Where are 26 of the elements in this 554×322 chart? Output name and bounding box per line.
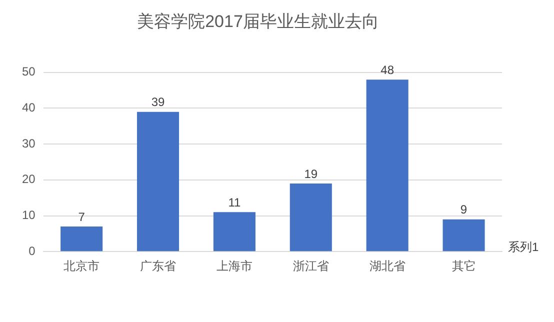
x-tick-label: 上海市 [216, 259, 252, 274]
data-label: 19 [304, 166, 318, 181]
x-tick-label: 其它 [452, 259, 476, 274]
x-tick-label: 北京市 [64, 259, 100, 274]
y-tick-label: 10 [22, 208, 36, 222]
data-label: 7 [78, 210, 86, 224]
chart-title: 美容学院2017届毕业生就业去向 [137, 12, 379, 31]
series-label: 系列1 [508, 240, 539, 254]
x-tick-label: 湖北省 [369, 259, 406, 274]
data-label: 9 [460, 202, 468, 217]
y-tick-label: 50 [22, 64, 36, 79]
y-tick-label: 20 [22, 172, 36, 186]
data-label: 11 [228, 195, 241, 210]
bar [442, 219, 485, 252]
bar [213, 212, 256, 252]
x-tick-label: 浙江省 [292, 259, 329, 274]
y-tick-label: 0 [28, 244, 36, 258]
bar [136, 112, 180, 252]
data-label: 39 [151, 95, 166, 110]
y-tick-label: 40 [22, 100, 36, 115]
x-tick-label: 广东省 [140, 259, 176, 274]
data-label: 48 [380, 62, 394, 77]
bar [60, 226, 103, 252]
bar [290, 184, 332, 252]
bar [366, 80, 408, 252]
y-tick-label: 30 [22, 136, 36, 150]
